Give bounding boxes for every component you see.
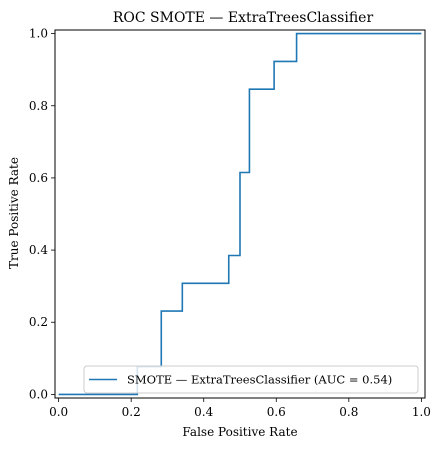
legend: SMOTE — ExtraTreesClassifier (AUC = 0.54… <box>83 365 419 394</box>
legend-label: SMOTE — ExtraTreesClassifier (AUC = 0.54… <box>127 373 392 387</box>
legend-box <box>83 365 419 394</box>
chart-title: ROC SMOTE — ExtraTreesClassifier <box>113 10 374 26</box>
x-axis: 0.0 0.2 0.4 0.6 0.8 1.0 <box>49 398 431 419</box>
x-tick-label: 0.4 <box>194 405 213 419</box>
x-tick-label: 0.2 <box>122 405 141 419</box>
y-tick-label: 0.0 <box>29 387 48 401</box>
x-tick-label: 0.8 <box>339 405 358 419</box>
y-tick-label: 0.2 <box>29 315 48 329</box>
y-tick-label: 0.8 <box>29 99 48 113</box>
y-axis-label: True Positive Rate <box>7 157 21 269</box>
y-axis: 0.0 0.2 0.4 0.6 0.8 1.0 <box>29 27 55 401</box>
x-tick-label: 0.0 <box>49 405 68 419</box>
plot-area <box>58 32 422 396</box>
axes-frame <box>54 29 426 399</box>
y-tick-label: 0.6 <box>29 171 48 185</box>
x-axis-label: False Positive Rate <box>182 425 297 439</box>
x-tick-label: 0.6 <box>267 405 286 419</box>
roc-curve-line <box>58 32 422 396</box>
x-tick-label: 1.0 <box>412 405 431 419</box>
y-tick-label: 0.4 <box>29 243 48 257</box>
y-tick-label: 1.0 <box>29 27 48 41</box>
